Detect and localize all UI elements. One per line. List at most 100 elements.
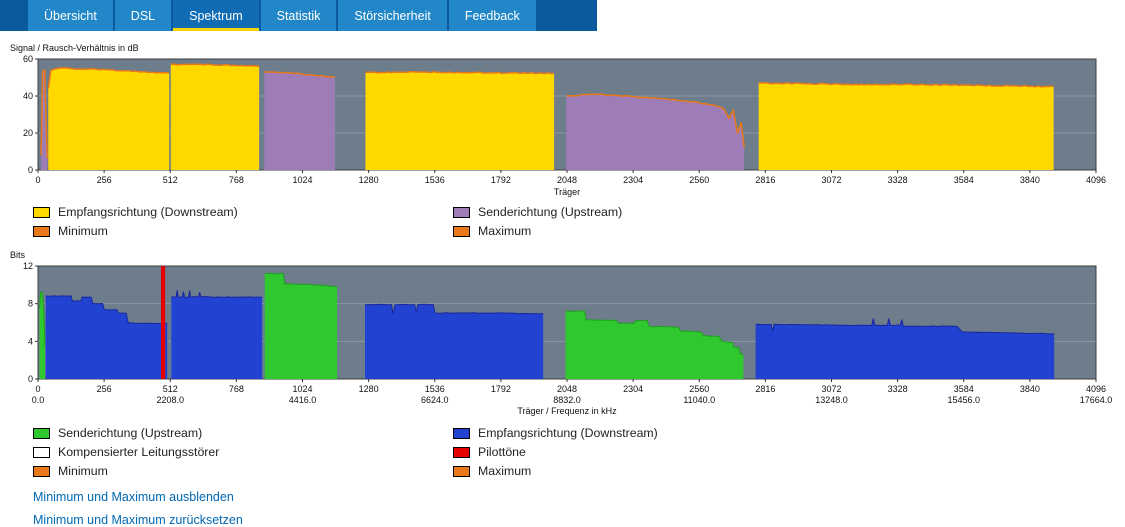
- legend-label: Minimum: [58, 464, 108, 478]
- tab-spektrum[interactable]: Spektrum: [173, 0, 259, 31]
- x-tick-label: 2304: [623, 384, 643, 394]
- legend-label: Empfangsrichtung (Downstream): [478, 426, 658, 440]
- x-tick-label: 0: [35, 384, 40, 394]
- legend-label: Minimum: [58, 224, 108, 238]
- series-empfangsrichtung-downstream-area: [171, 290, 263, 379]
- x-tick-label: 2048: [557, 175, 577, 185]
- series-empfangsrichtung-downstream-area: [365, 71, 555, 170]
- y-tick-label: 4: [28, 336, 33, 346]
- tab-storsicherheit[interactable]: Störsicherheit: [338, 0, 447, 31]
- series-empfangsrichtung-downstream-area: [48, 67, 170, 170]
- tab-feedback[interactable]: Feedback: [448, 0, 536, 31]
- senderichtung-upstream-swatch: [453, 206, 470, 218]
- series-senderichtung-upstream-outline: [565, 310, 744, 356]
- series-empfangsrichtung-downstream-area: [170, 64, 260, 170]
- legend-item-pilottone: Pilottöne: [453, 445, 1125, 459]
- x-tick-label: 2560: [689, 384, 709, 394]
- x-tick-label: 1024: [292, 384, 312, 394]
- x-tick-label: 3840: [1020, 384, 1040, 394]
- snr-chart-section: Signal / Rausch-Verhältnis in dB 0 20 40 60…: [0, 43, 1125, 238]
- y-tick-label: 0: [28, 374, 33, 384]
- series-empfangsrichtung-downstream-area: [45, 295, 168, 379]
- x-tick-label: 768: [229, 175, 244, 185]
- bits-chart-section: Bits 0 4 8 12 0 256 512 768 1024 1280 1536 1792 2048…: [0, 250, 1125, 478]
- reset-minmax-link[interactable]: Minimum und Maximum zurücksetzen: [33, 513, 243, 527]
- snr-chart-svg: 0 20 40 60 0 256 512 768 1024 1280 1536 1792 2048 230…: [23, 54, 1106, 197]
- hide-minmax-link[interactable]: Minimum und Maximum ausblenden: [33, 490, 234, 504]
- content: Signal / Rausch-Verhältnis in dB 0 20 40 60…: [0, 31, 1125, 527]
- x-tick-label: 1280: [359, 384, 379, 394]
- x-tick-label: 2816: [755, 175, 775, 185]
- freq-tick-label: 17664.0: [1080, 395, 1112, 405]
- tab-ubersicht[interactable]: Übersicht: [28, 0, 113, 31]
- legend-item-minimum: Minimum: [33, 224, 453, 238]
- x-tick-label: 1024: [292, 175, 312, 185]
- tab-statistik[interactable]: Statistik: [260, 0, 337, 31]
- kompensierter-leitungsstorer-swatch: [33, 446, 50, 458]
- pilottone-swatch: [453, 446, 470, 458]
- series-senderichtung-upstream-outline: [566, 93, 745, 148]
- series-senderichtung-upstream-area: [264, 72, 335, 170]
- series-senderichtung-upstream-outline: [264, 71, 336, 79]
- series-senderichtung-upstream-area: [566, 94, 745, 170]
- maximum-swatch: [453, 465, 470, 477]
- series-empfangsrichtung-downstream-outline: [758, 82, 1054, 88]
- legend-item-senderichtung-upstream: Senderichtung (Upstream): [33, 426, 453, 440]
- legend-label: Senderichtung (Upstream): [478, 205, 623, 219]
- legend-item-minimum: Minimum: [33, 464, 453, 478]
- series-senderichtung-upstream-outline: [39, 291, 46, 347]
- tab-dsl[interactable]: DSL: [114, 0, 172, 31]
- series-senderichtung-upstream-outline: [264, 272, 338, 288]
- series-empfangsrichtung-downstream-area: [755, 318, 1055, 379]
- senderichtung-upstream-swatch: [33, 427, 50, 439]
- series-empfangsrichtung-downstream-outline: [755, 318, 1055, 335]
- x-tick-label: 3584: [954, 384, 974, 394]
- x-tick-label: 1792: [491, 175, 511, 185]
- legend-item-maximum: Maximum: [453, 464, 1125, 478]
- legend-label: Pilottöne: [478, 445, 526, 459]
- legend-item-maximum: Maximum: [453, 224, 1125, 238]
- freq-tick-label: 13248.0: [815, 395, 848, 405]
- series-senderichtung-upstream-area: [264, 273, 338, 379]
- x-axis-label: Träger: [554, 187, 580, 197]
- freq-tick-label: 11040.0: [683, 395, 715, 405]
- y-tick-label: 40: [23, 91, 33, 101]
- y-tick-label: 12: [23, 262, 33, 271]
- series-empfangsrichtung-downstream-outline: [365, 70, 555, 75]
- bits-chart: 0 4 8 12 0 256 512 768 1024 1280 1536 1792 2048 2304 2…: [0, 261, 1125, 420]
- x-tick-label: 3072: [821, 175, 841, 185]
- x-tick-label: 1792: [491, 384, 511, 394]
- legend-item-kompensierter-leitungsstorer: Kompensierter Leitungsstörer: [33, 445, 453, 459]
- freq-tick-label: 15456.0: [947, 395, 980, 405]
- series-empfangsrichtung-downstream-area: [758, 82, 1054, 170]
- x-tick-label: 2048: [557, 384, 577, 394]
- y-tick-label: 20: [23, 128, 33, 138]
- series-empfangsrichtung-downstream-outline: [171, 290, 263, 298]
- x-tick-label: 3072: [821, 384, 841, 394]
- x-tick-label: 4096: [1086, 175, 1106, 185]
- y-tick-label: 0: [28, 165, 33, 175]
- action-links: Minimum und Maximum ausblenden Minimum u…: [33, 490, 1125, 527]
- snr-chart: 0 20 40 60 0 256 512 768 1024 1280 1536 1792 2048 230…: [0, 54, 1125, 199]
- snr-chart-title: Signal / Rausch-Verhältnis in dB: [10, 43, 139, 53]
- y-tick-label: 8: [28, 299, 33, 309]
- x-tick-label: 3328: [888, 384, 908, 394]
- x-tick-label: 1536: [425, 384, 445, 394]
- x-tick-label: 512: [163, 384, 178, 394]
- freq-tick-label: 2208.0: [156, 395, 184, 405]
- x-tick-label: 3840: [1020, 175, 1040, 185]
- empfangsrichtung-downstream-swatch: [33, 206, 50, 218]
- freq-tick-label: 0.0: [32, 395, 45, 405]
- legend-item-senderichtung-upstream: Senderichtung (Upstream): [453, 205, 1125, 219]
- bits-chart-title: Bits: [10, 250, 26, 260]
- x-tick-label: 2304: [623, 175, 643, 185]
- tab-bar: Übersicht DSL Spektrum Statistik Störsicherh…: [0, 0, 597, 31]
- x-tick-label: 512: [163, 175, 178, 185]
- x-tick-label: 256: [97, 175, 112, 185]
- minimum-swatch: [33, 225, 50, 237]
- legend-item-empfangsrichtung-downstream: Empfangsrichtung (Downstream): [33, 205, 453, 219]
- x-tick-label: 3328: [888, 175, 908, 185]
- series-senderichtung-upstream-outline: [40, 68, 49, 159]
- legend-label: Senderichtung (Upstream): [58, 426, 203, 440]
- x-axis-label: Träger / Frequenz in kHz: [517, 406, 617, 416]
